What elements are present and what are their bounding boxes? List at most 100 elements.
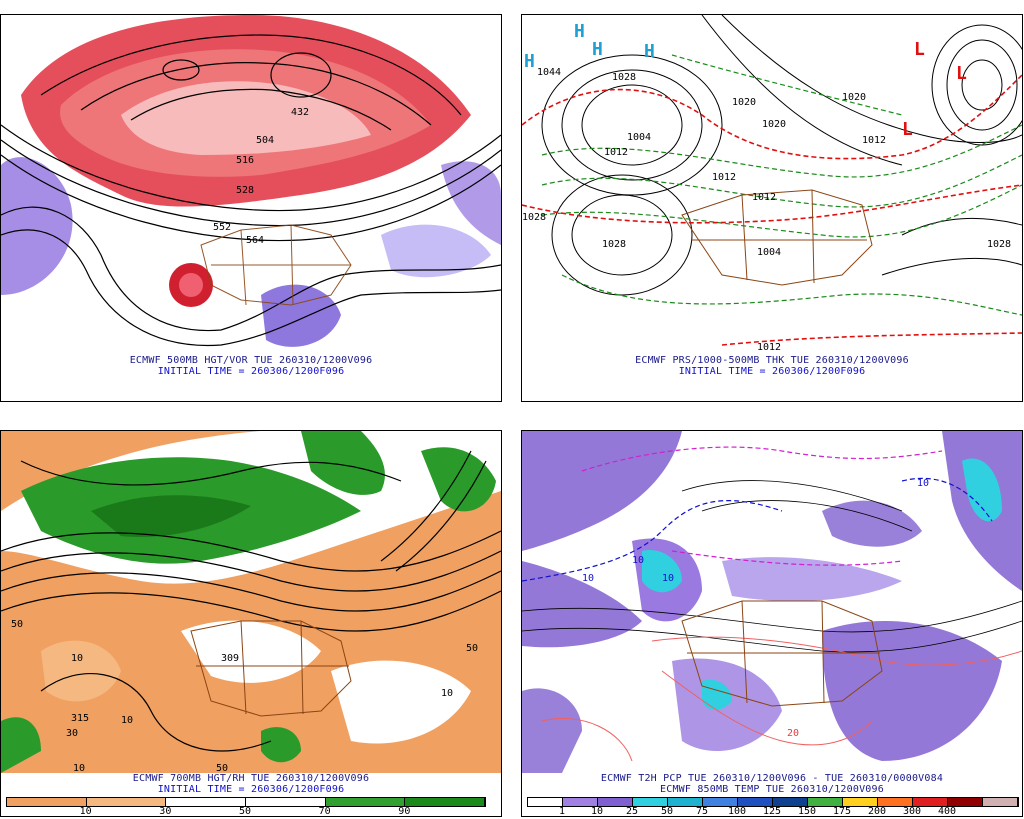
colorbar-tick-label: 400	[937, 806, 957, 817]
panel-caption: ECMWF T2H PCP TUE 260310/1200V096 - TUE …	[600, 773, 944, 784]
low-pressure-marker: L	[902, 119, 913, 140]
contour-label: 10	[441, 688, 453, 699]
colorbar-segment	[668, 798, 703, 806]
colorbar-tick-label: 300	[902, 806, 922, 817]
colorbar-tick-label: 200	[867, 806, 887, 817]
contour-label: 516	[236, 155, 254, 166]
colorbar-tick-label: 150	[797, 806, 817, 817]
isobar-label: 1028	[602, 239, 626, 250]
isobar-label: 1028	[987, 239, 1011, 250]
colorbar-segment	[808, 798, 843, 806]
contour-label: 10	[121, 715, 133, 726]
colorbar-segment	[983, 798, 1018, 806]
panel-700mb-hgt-rh: 50 10 315 10 30 10 50 309 50 10 ECMWF 70…	[0, 430, 502, 817]
contour-label: 10	[917, 478, 929, 489]
colorbar-tick-label: 90	[398, 806, 411, 817]
high-pressure-marker: H	[574, 21, 585, 42]
contour-label: 20	[787, 728, 799, 739]
colorbar-tick-label: 75	[695, 806, 709, 817]
initial-time: INITIAL TIME = 260306/1200F096	[678, 366, 866, 377]
initial-time: INITIAL TIME = 260306/1200F096	[157, 366, 345, 377]
colorbar-segment	[245, 798, 326, 806]
contour-label: 10	[632, 555, 644, 566]
precip-colorbar-ticks: 1 10 25 50 75 100 125 150 175 200 300 400	[527, 806, 1017, 817]
contour-label: 10	[73, 763, 85, 773]
isobar-label: 1012	[712, 172, 736, 183]
contour-label: 50	[466, 643, 478, 654]
colorbar-segment	[86, 798, 167, 806]
colorbar-segment	[563, 798, 598, 806]
high-pressure-marker: H	[592, 39, 603, 60]
panel-caption: ECMWF 500MB HGT/VOR TUE 260310/1200V096	[129, 355, 373, 366]
panel-caption: ECMWF 700MB HGT/RH TUE 260310/1200V096	[132, 773, 370, 784]
colorbar-tick-label: 25	[625, 806, 639, 817]
colorbar-segment	[405, 798, 485, 806]
colorbar-tick-label: 10	[590, 806, 604, 817]
colorbar-tick-label: 50	[660, 806, 674, 817]
colorbar-segment	[166, 798, 246, 806]
colorbar-tick-label: 50	[238, 806, 252, 817]
contour-label: 432	[291, 107, 309, 118]
precip-colorbar	[527, 797, 1019, 807]
colorbar-tick-label: 10	[79, 806, 92, 817]
high-pressure-marker: H	[644, 41, 655, 62]
colorbar-tick-label: 1	[558, 806, 566, 817]
low-pressure-marker: L	[914, 39, 925, 60]
colorbar-segment	[738, 798, 773, 806]
isobar-label: 1020	[842, 92, 866, 103]
panel-caption-secondary: ECMWF 850MB TEMP TUE 260310/1200V096	[660, 784, 884, 795]
isobar-label: 1028	[612, 72, 636, 83]
low-pressure-marker: L	[956, 63, 967, 84]
colorbar-segment	[598, 798, 633, 806]
contour-label: 552	[213, 222, 231, 233]
isobar-label: 1020	[762, 119, 786, 130]
isobar-label: 1028	[522, 212, 546, 223]
contour-label: 315	[71, 713, 89, 724]
isobar-label: 1012	[604, 147, 628, 158]
colorbar-tick-label: 30	[159, 806, 172, 817]
colorbar-segment	[7, 798, 87, 806]
isobar-label: 1012	[752, 192, 776, 203]
contour-label: 504	[256, 135, 274, 146]
isobar-label: 1004	[757, 247, 781, 258]
contour-label: 10	[582, 573, 594, 584]
panel-500mb-hgt-vor: 432 504 516 528 552 564 ECMWF 500MB HGT/…	[0, 14, 502, 402]
initial-time: INITIAL TIME = 260306/1200F096	[157, 784, 345, 795]
precip-map: 10 10 10 20 10	[522, 431, 1022, 773]
colorbar-tick-label: 125	[762, 806, 782, 817]
colorbar-tick-label: 70	[318, 806, 331, 817]
isobar-label: 1012	[862, 135, 886, 146]
colorbar-segment	[843, 798, 878, 806]
contour-label: 50	[216, 763, 228, 773]
colorbar-segment	[878, 798, 913, 806]
colorbar-segment	[325, 798, 406, 806]
colorbar-tick-label: 175	[832, 806, 852, 817]
contour-label: 30	[66, 728, 78, 739]
contour-label: 564	[246, 235, 264, 246]
rh-colorbar-ticks: 10 30 50 70 90	[6, 806, 484, 817]
rh-colorbar	[6, 797, 486, 807]
contour-label: 10	[71, 653, 83, 664]
colorbar-segment	[948, 798, 983, 806]
humidity-map: 50 10 315 10 30 10 50 309 50 10	[1, 431, 501, 773]
panel-prs-thk: 1044 1028 1004 1012 1020 1020 1012 1012 …	[521, 14, 1023, 402]
contour-label: 528	[236, 185, 254, 196]
panel-caption: ECMWF PRS/1000-500MB THK TUE 260310/1200…	[635, 355, 909, 366]
colorbar-segment	[633, 798, 668, 806]
colorbar-segment	[528, 798, 563, 806]
contour-label: 50	[11, 619, 23, 630]
isobar-label: 1020	[732, 97, 756, 108]
contour-label: 10	[662, 573, 674, 584]
pressure-map: 1044 1028 1004 1012 1020 1020 1012 1012 …	[522, 15, 1022, 355]
panel-precip-850-temp: 10 10 10 20 10 ECMWF T2H PCP TUE 260310/…	[521, 430, 1023, 817]
contour-label: 309	[221, 653, 239, 664]
colorbar-segment	[913, 798, 948, 806]
colorbar-tick-label: 100	[727, 806, 747, 817]
isobar-label: 1004	[627, 132, 651, 143]
vorticity-map: 432 504 516 528 552 564	[1, 15, 501, 355]
isobar-label: 1012	[757, 342, 781, 353]
colorbar-segment	[773, 798, 808, 806]
isobar-label: 1044	[537, 67, 561, 78]
high-pressure-marker: H	[524, 51, 535, 72]
colorbar-segment	[703, 798, 738, 806]
